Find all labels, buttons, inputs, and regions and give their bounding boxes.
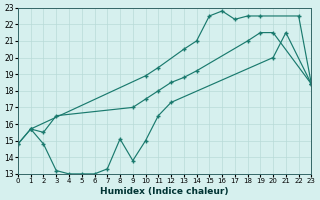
X-axis label: Humidex (Indice chaleur): Humidex (Indice chaleur) xyxy=(100,187,229,196)
